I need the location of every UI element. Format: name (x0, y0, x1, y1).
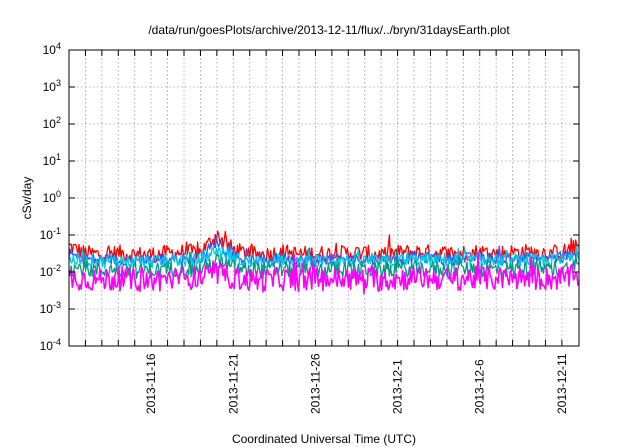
x-tick-label: 2013-12-11 (555, 353, 569, 414)
y-tick-label: 10-1 (40, 226, 61, 242)
x-tick-label: 2013-12-1 (391, 359, 405, 414)
y-tick-label: 100 (43, 189, 61, 205)
series-line (68, 252, 580, 295)
x-tick-label: 2013-11-16 (144, 353, 158, 414)
y-ticks: 10-4 10-3 10-2 10-1 100 101 102 103 104 (40, 41, 579, 353)
y-tick-label: 10-3 (40, 300, 61, 316)
series-line (68, 246, 580, 269)
y-tick-label: 103 (43, 78, 61, 94)
y-tick-label: 10-4 (40, 337, 61, 353)
y-tick-label: 10-2 (40, 263, 61, 279)
x-axis-label: Coordinated Universal Time (UTC) (232, 432, 416, 446)
x-tick-label: 2013-11-21 (226, 353, 240, 414)
x-tick-label: 2013-12-6 (473, 359, 487, 414)
y-tick-label: 101 (43, 152, 61, 168)
x-tick-label: 2013-11-26 (308, 353, 322, 414)
y-tick-label: 104 (43, 41, 61, 57)
y-tick-label: 102 (43, 115, 61, 131)
chart-title: /data/run/goesPlots/archive/2013-12-11/f… (148, 23, 510, 37)
series-group (68, 230, 580, 295)
y-axis-label: cSv/day (20, 177, 34, 220)
grid (69, 50, 579, 346)
x-ticks: 2013-11-16 2013-11-21 2013-11-26 2013-12-1 2… (84, 50, 569, 414)
